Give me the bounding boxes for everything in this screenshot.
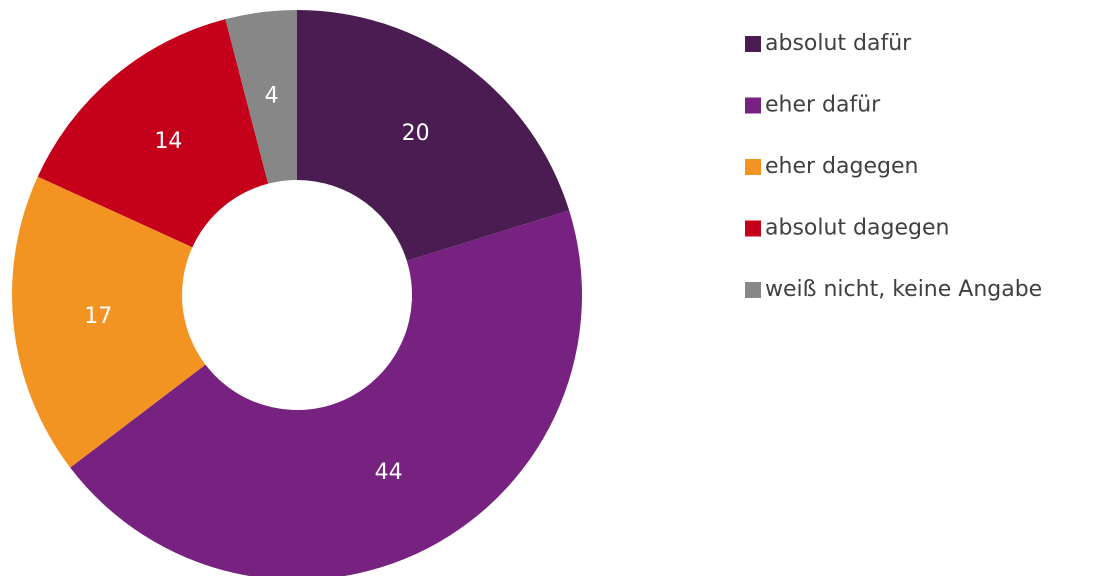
slice — [37, 19, 269, 248]
legend-label: eher dafür — [765, 93, 881, 118]
data-label: 4 — [265, 84, 279, 109]
legend-label: weiß nicht, keine Angabe — [765, 277, 1042, 302]
legend-label: eher dagegen — [765, 154, 918, 179]
data-label: 14 — [154, 129, 182, 154]
slice — [11, 176, 206, 468]
legend-swatch — [745, 220, 761, 237]
data-label: 44 — [375, 460, 403, 485]
legend-swatch — [745, 97, 761, 114]
data-label: 20 — [402, 121, 430, 146]
legend-swatch — [745, 36, 761, 52]
legend-label: absolut dafür — [765, 31, 912, 56]
legend-swatch — [745, 159, 761, 175]
slice — [70, 210, 582, 576]
legend-label: absolut dagegen — [765, 216, 949, 241]
slice — [225, 10, 297, 184]
data-label: 17 — [84, 304, 112, 329]
legend-swatch — [745, 282, 761, 298]
slice — [297, 10, 570, 261]
